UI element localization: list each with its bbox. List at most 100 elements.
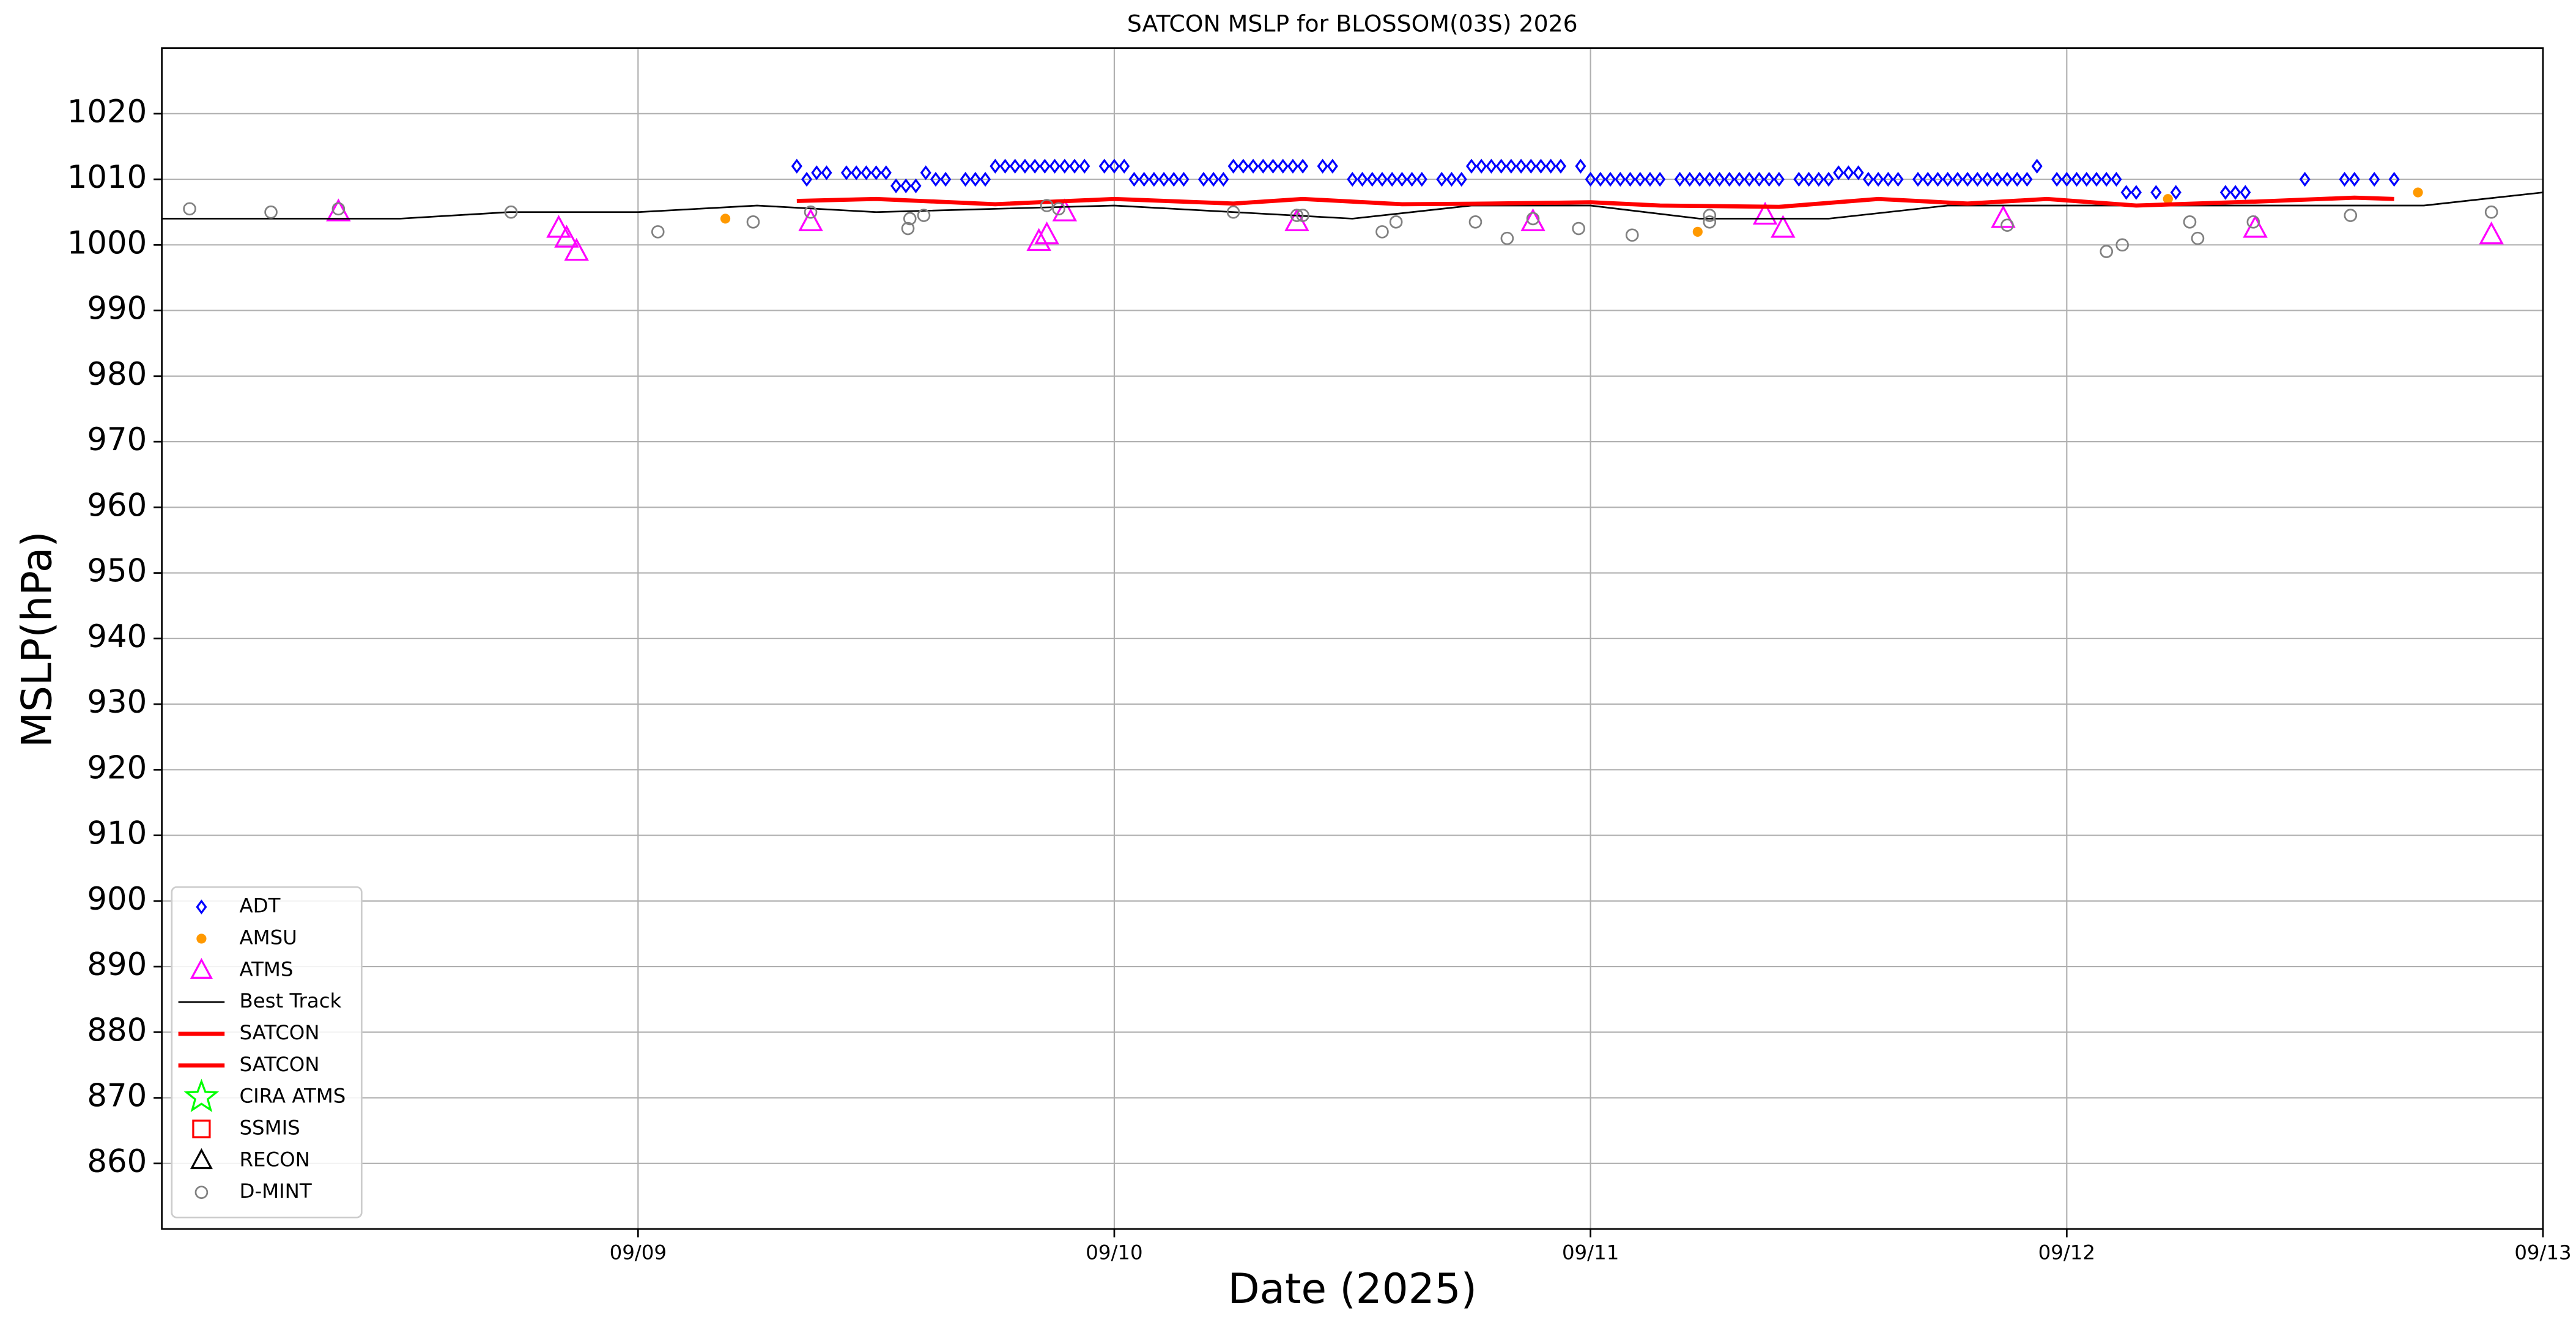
adt-point [2051, 171, 2063, 187]
dmint-point [804, 205, 818, 219]
dmint-point [2246, 215, 2260, 229]
dmint-point [1375, 225, 1389, 239]
dmint-point [1703, 209, 1717, 222]
adt-point [2061, 171, 2073, 187]
legend-label: SSMIS [240, 1116, 300, 1139]
dmint-point [2191, 231, 2205, 245]
dmint-point [2115, 238, 2129, 252]
adt-point [1684, 171, 1695, 187]
adt-point [1108, 158, 1120, 174]
adt-point [2150, 185, 2162, 200]
adt-point [1197, 171, 1210, 187]
dmint-point [183, 202, 196, 216]
adt-point [1516, 158, 1527, 174]
dmint-point [651, 225, 665, 239]
triangle-point [546, 215, 571, 238]
y-tick-label: 900 [87, 881, 147, 918]
adt-point [920, 165, 931, 180]
y-tick-label: 950 [87, 553, 147, 590]
legend-swatch [183, 1078, 220, 1113]
adt-point [1366, 171, 1378, 187]
y-axis-label: MSLP(hPa) [12, 531, 61, 748]
adt-point [1674, 171, 1686, 187]
adt-point [1813, 171, 1824, 187]
legend-swatch [196, 899, 207, 915]
legend-swatch [194, 1186, 209, 1199]
adt-point [1297, 158, 1309, 174]
y-tick-label: 890 [87, 946, 147, 983]
adt-point [980, 171, 991, 187]
adt-point [1287, 158, 1299, 174]
adt-point [1733, 171, 1745, 187]
adt-point [940, 171, 952, 187]
legend-label: SATCON [240, 1021, 320, 1044]
adt-point [2081, 171, 2092, 187]
adt-point [1178, 171, 1190, 187]
y-tick-label: 880 [87, 1012, 147, 1048]
x-tick-label: 09/12 [2038, 1241, 2095, 1264]
dmint-point [1226, 205, 1240, 219]
y-tick-label: 1000 [67, 225, 147, 261]
x-axis-label: Date (2025) [1228, 1264, 1477, 1313]
dmint-point [1290, 209, 1304, 222]
y-tick-label: 910 [87, 815, 147, 852]
adt-point [1833, 165, 1845, 180]
legend-label: ADT [240, 894, 281, 918]
adt-point [1535, 158, 1547, 174]
adt-point [2299, 171, 2311, 187]
adt-point [1982, 171, 1993, 187]
dmint-point [1703, 215, 1717, 229]
adt-point [1852, 165, 1864, 180]
adt-point [1079, 158, 1090, 174]
dmint-point [1526, 212, 1540, 226]
adt-point [1049, 158, 1060, 174]
amsu-point [1692, 226, 1703, 237]
adt-point [1138, 171, 1150, 187]
adt-point [2090, 171, 2103, 187]
adt-point [2012, 171, 2023, 187]
adt-point [811, 165, 823, 180]
y-tick-label: 860 [87, 1143, 147, 1180]
axes: 860 870 880 890 900 910 920 930 940 950 960 970 980 9… [67, 94, 2572, 1264]
adt-point [2388, 171, 2400, 187]
adt-point [910, 178, 922, 193]
y-tick-label: 920 [87, 749, 147, 786]
adt-point [1098, 158, 1110, 174]
adt-point [1634, 171, 1646, 187]
series-line [161, 191, 2544, 220]
adt-point [2230, 185, 2241, 200]
adt-point [861, 165, 872, 180]
adt-point [1892, 171, 1904, 187]
adt-point [1922, 171, 1934, 187]
x-tick-label: 09/11 [1562, 1241, 1619, 1264]
adt-point [1862, 171, 1874, 187]
adt-point [1406, 171, 1418, 187]
triangle-point [554, 225, 579, 248]
adt-point [1347, 171, 1358, 187]
triangle-point [1034, 221, 1059, 245]
adt-point [1396, 171, 1408, 187]
adt-point [1605, 171, 1616, 187]
adt-point [1962, 171, 1974, 187]
adt-point [1465, 158, 1478, 174]
adt-point [1486, 158, 1497, 174]
adt-point [1128, 171, 1140, 187]
amsu-point [2413, 187, 2423, 198]
adt-point [1436, 171, 1448, 187]
adt-point [1932, 171, 1944, 187]
y-tick-label: 970 [87, 421, 147, 458]
x-tick-label: 09/10 [1086, 1241, 1142, 1264]
adt-point [1327, 158, 1338, 174]
adt-point [2111, 171, 2122, 187]
adt-point [999, 158, 1011, 174]
adt-point [1386, 171, 1398, 187]
adt-point [1744, 171, 1755, 187]
dmint-point [1625, 228, 1639, 242]
dmint-point [746, 215, 760, 229]
dmint-point [903, 212, 917, 226]
adt-point [1714, 171, 1725, 187]
y-tick-label: 960 [87, 487, 147, 524]
adt-point [1991, 171, 2003, 187]
amsu-point [720, 213, 731, 224]
adt-point [2369, 171, 2380, 187]
